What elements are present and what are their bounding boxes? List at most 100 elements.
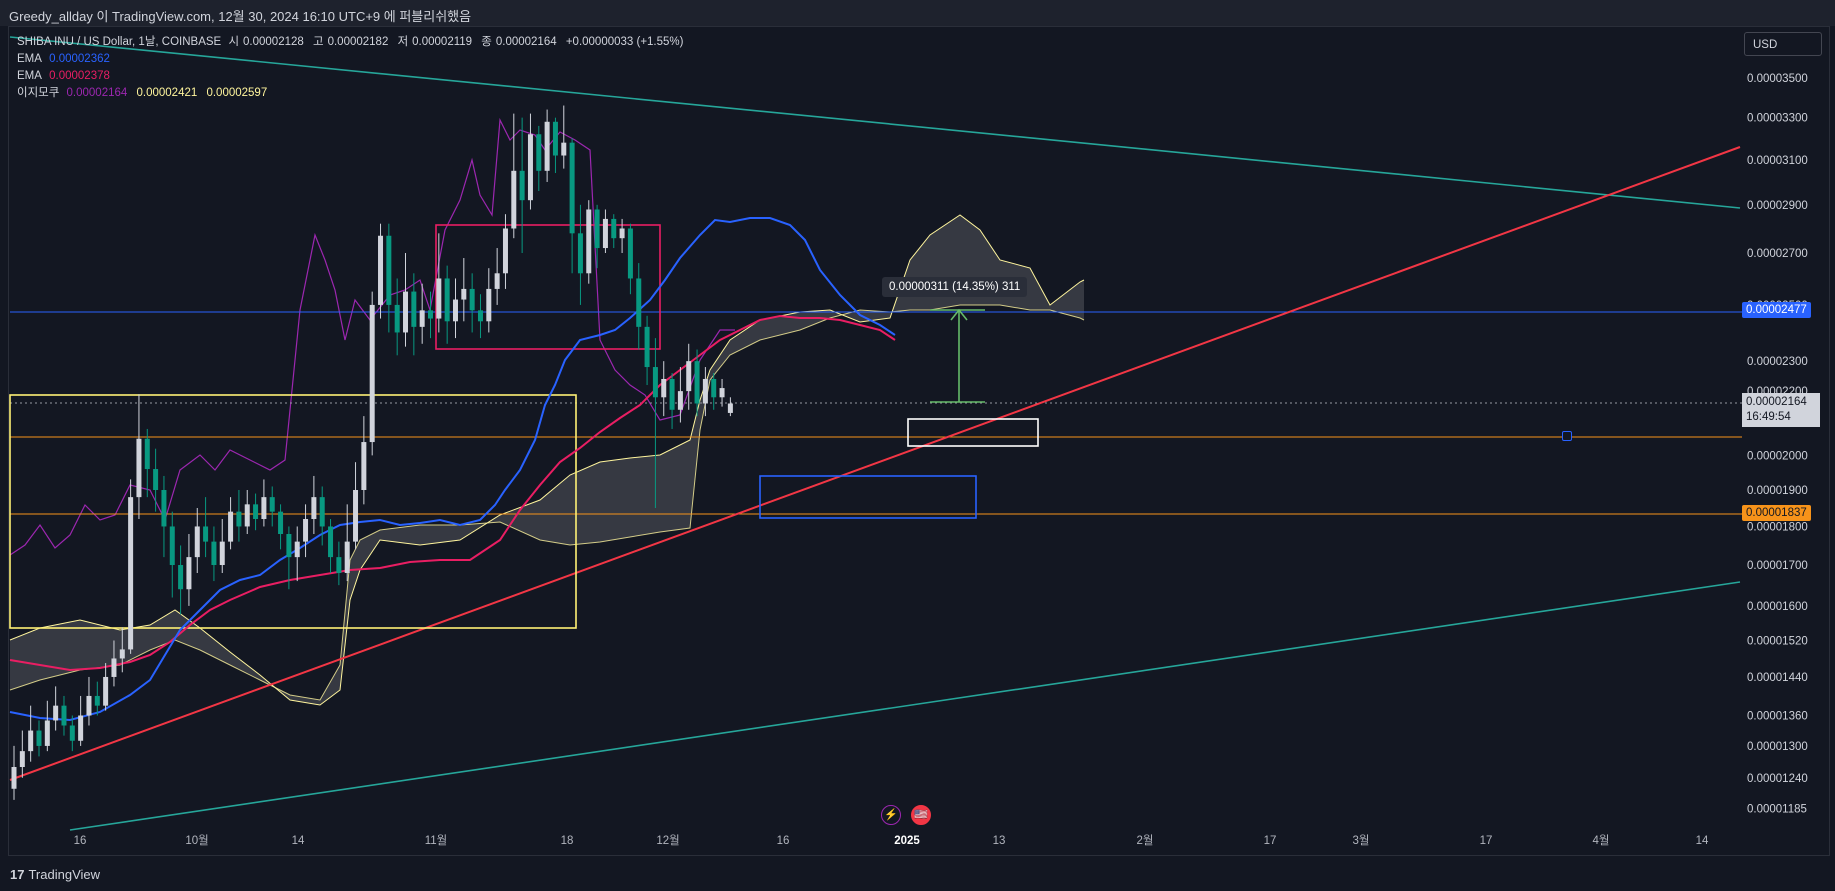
box-pink	[435, 224, 661, 350]
box-white	[907, 418, 1039, 447]
candle-body	[44, 720, 50, 746]
candle-body	[702, 378, 708, 404]
y-tick-label: 0.00003100	[1747, 155, 1808, 167]
candle-body	[444, 278, 450, 322]
candle-body	[219, 541, 225, 566]
footer-bar	[0, 856, 1835, 891]
current-price: 0.00002164	[1746, 396, 1807, 408]
ichimoku-cloud	[10, 215, 1084, 705]
trendline-lower-teal	[69, 581, 1741, 831]
candle-body	[644, 326, 650, 368]
symbol-name[interactable]: SHIBA INU / US Dollar, 1날, COINBASE	[17, 36, 222, 48]
ohlc-open-key: 시	[228, 36, 240, 48]
candle-body	[669, 378, 675, 410]
ema2-value: 0.00002378	[49, 70, 110, 82]
candle-body	[203, 526, 209, 542]
publish-caption: Greedy_allday 이 TradingView.com, 12월 30,…	[9, 9, 472, 24]
candle-body	[261, 497, 267, 520]
event-flag-icon[interactable]: 🇺🇸	[911, 805, 931, 825]
candle-body	[652, 367, 658, 398]
tradingview-logo[interactable]: 17 TradingView	[10, 867, 100, 882]
candle-body	[344, 541, 350, 573]
y-tick-label: 0.00001300	[1747, 741, 1808, 753]
candle-body	[411, 291, 417, 327]
x-tick-label: 2월	[1137, 834, 1154, 847]
y-tick-label: 0.00001360	[1747, 711, 1808, 723]
ohlc-change: +0.00000033 (+1.55%)	[565, 36, 684, 48]
candle-body	[719, 388, 725, 398]
y-tick-label: 0.00001700	[1747, 560, 1808, 572]
y-tick-label: 0.00001240	[1747, 773, 1808, 785]
candle-body	[477, 310, 483, 322]
ema1-row[interactable]: EMA 0.00002362	[17, 51, 689, 68]
candle-body	[144, 438, 150, 470]
candle-body	[11, 767, 17, 789]
box-blue	[759, 475, 977, 519]
candle-body	[502, 228, 508, 274]
trendline-red	[9, 146, 1741, 781]
ichimoku-span-a	[9, 214, 1085, 706]
measure-label: 0.00000311 (14.35%) 311	[882, 277, 1028, 297]
ohlc-low-key: 저	[397, 36, 409, 48]
candle-body	[586, 209, 592, 274]
candle-body	[594, 209, 600, 249]
currency-selector[interactable]: USD	[1744, 32, 1822, 56]
candle-body	[428, 310, 433, 319]
x-tick-label: 17	[1264, 835, 1277, 847]
candle-body	[577, 233, 583, 274]
y-tick-label: 0.00002000	[1747, 450, 1808, 462]
candle-body	[369, 304, 375, 443]
candle-body	[319, 497, 325, 527]
candle-body	[619, 228, 625, 239]
candle-body	[461, 288, 467, 300]
candle-body	[336, 557, 342, 573]
publish-caption-bar: Greedy_allday 이 TradingView.com, 12월 30,…	[0, 0, 1835, 26]
ema1-value: 0.00002362	[49, 53, 110, 65]
ema2-label: EMA	[17, 70, 42, 82]
candle-body	[452, 299, 458, 322]
chart-frame	[8, 26, 1830, 856]
blue-line-price-tag: 0.00002477	[1742, 302, 1811, 318]
candle-body	[328, 526, 334, 558]
x-tick-label: 3월	[1353, 834, 1370, 847]
y-tick-label: 0.00001900	[1747, 485, 1808, 497]
y-tick-label: 0.00001520	[1747, 635, 1808, 647]
y-tick-label: 0.00001800	[1747, 521, 1808, 533]
ohlc-high-key: 고	[313, 36, 324, 48]
ichimoku-value-2: 0.00002421	[136, 87, 198, 99]
candle-body	[19, 751, 25, 768]
x-tick-label: 16	[777, 835, 790, 847]
candle-body	[536, 134, 542, 171]
candle-body	[353, 490, 359, 542]
event-bolt-icon[interactable]: ⚡	[881, 805, 901, 825]
candle-body	[419, 310, 425, 327]
ohlc-close-key: 종	[481, 36, 492, 48]
candle-body	[178, 565, 184, 590]
candle-body	[86, 695, 92, 716]
x-tick-label: 13	[993, 835, 1006, 847]
ema2-row[interactable]: EMA 0.00002378	[17, 68, 689, 85]
ema1-label: EMA	[17, 53, 42, 65]
candle-body	[161, 490, 167, 527]
line-drag-handle[interactable]	[1562, 431, 1572, 441]
x-tick-label: 17	[1480, 835, 1493, 847]
x-tick-label: 10월	[185, 834, 208, 847]
ichimoku-value-1: 0.00002164	[66, 87, 128, 99]
candle-body	[169, 526, 175, 566]
current-price-tag: 0.00002164 16:49:54	[1742, 393, 1820, 427]
y-tick-label: 0.00002900	[1747, 200, 1808, 212]
candle-body	[153, 469, 159, 490]
chart-legend: SHIBA INU / US Dollar, 1날, COINBASE 시 0.0…	[17, 34, 689, 102]
ema-line-blue	[9, 217, 896, 722]
x-tick-label: 14	[292, 835, 305, 847]
ema-line-red	[9, 314, 896, 672]
candle-body	[186, 557, 192, 590]
candle-body	[403, 291, 409, 333]
y-tick-label: 0.00003500	[1747, 73, 1808, 85]
trendline-upper-teal	[9, 36, 1741, 209]
candle-body	[194, 526, 200, 558]
candle-body	[269, 497, 275, 512]
ichimoku-row[interactable]: 이지모쿠 0.00002164 0.00002421 0.00002597	[17, 85, 689, 102]
candle-body	[94, 695, 100, 706]
